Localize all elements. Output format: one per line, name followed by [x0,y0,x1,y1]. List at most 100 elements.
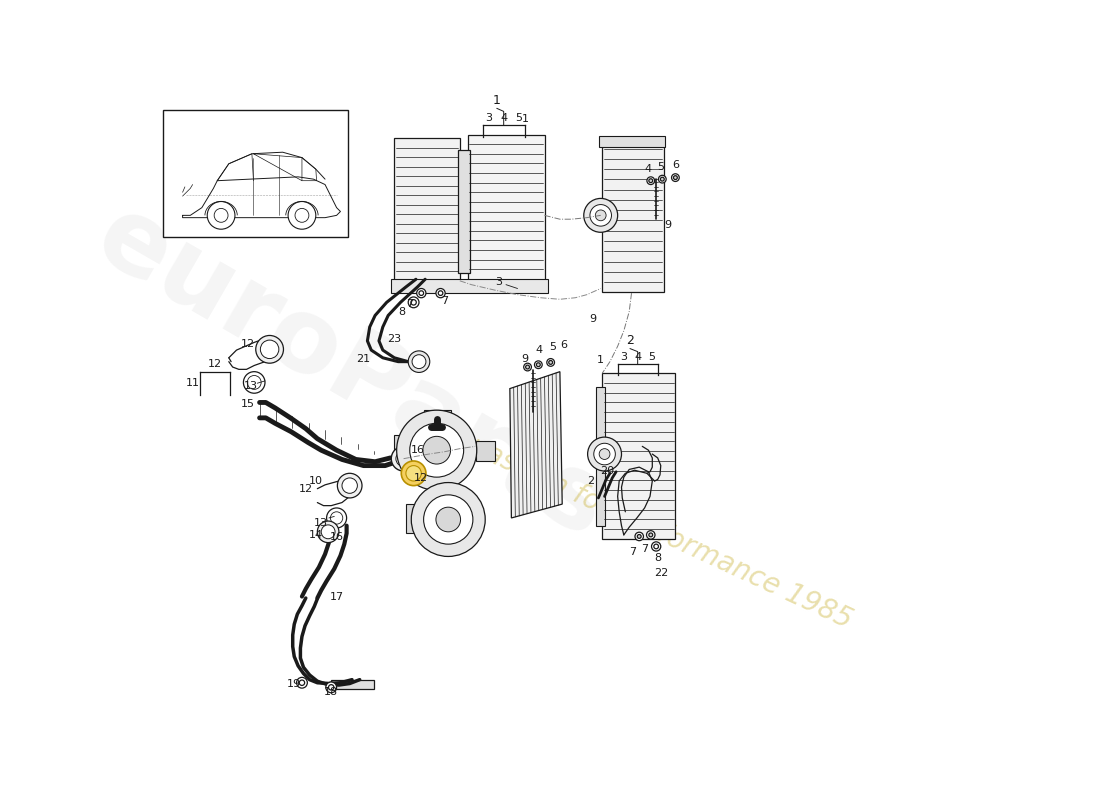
Bar [406,504,428,534]
Text: 2: 2 [587,476,594,486]
Text: 1: 1 [597,355,604,365]
Text: 10: 10 [309,476,322,486]
Circle shape [408,297,419,308]
Circle shape [653,544,659,549]
Circle shape [651,542,661,551]
Circle shape [419,291,424,295]
Circle shape [584,198,618,232]
Text: 6: 6 [560,340,568,350]
Circle shape [243,372,265,394]
Text: 4: 4 [500,113,507,122]
Circle shape [424,495,473,544]
Circle shape [417,289,426,298]
Circle shape [329,685,334,690]
Text: 23: 23 [387,334,402,343]
Text: 20: 20 [600,466,614,476]
Text: 12: 12 [208,359,222,369]
Circle shape [214,209,228,222]
Circle shape [396,451,411,466]
Text: 21: 21 [356,354,371,364]
Circle shape [261,340,279,358]
Circle shape [288,202,316,230]
Text: 4: 4 [634,352,641,362]
Bar [424,410,451,424]
Text: 5: 5 [515,113,521,122]
Circle shape [422,436,451,464]
Text: 9: 9 [521,354,529,364]
Circle shape [438,291,443,295]
Text: 14: 14 [309,530,323,540]
Circle shape [326,682,337,693]
Text: 7: 7 [406,299,414,309]
Circle shape [659,175,667,183]
Bar [395,435,416,466]
Text: 19: 19 [287,679,301,690]
Text: 12: 12 [241,339,255,349]
Text: 8: 8 [398,306,406,317]
Bar [603,373,675,538]
Text: 3: 3 [620,352,627,362]
Text: 11: 11 [186,378,199,388]
Circle shape [295,209,309,222]
Circle shape [590,205,612,226]
Circle shape [635,532,643,541]
Text: 4: 4 [536,345,542,355]
Circle shape [255,335,284,363]
Text: 12: 12 [299,484,312,494]
Text: 22: 22 [653,568,668,578]
Circle shape [342,478,358,494]
Text: 5: 5 [648,352,654,362]
Text: a passion for performance 1985: a passion for performance 1985 [441,420,856,634]
Text: 2: 2 [626,334,634,347]
Circle shape [436,289,446,298]
Circle shape [535,361,542,369]
Circle shape [397,410,476,490]
Bar [468,134,544,289]
Text: 3: 3 [495,278,502,287]
Text: 17: 17 [330,591,343,602]
Bar [163,110,348,237]
Circle shape [647,530,654,539]
Circle shape [207,202,235,230]
Text: 1: 1 [521,114,529,124]
Circle shape [299,680,305,686]
Text: 7: 7 [629,547,637,557]
Text: 13: 13 [243,381,257,390]
Text: 12: 12 [414,473,428,483]
Circle shape [392,446,416,471]
Text: 16: 16 [410,445,425,455]
Text: 6: 6 [673,160,680,170]
Polygon shape [510,372,562,518]
Text: 5: 5 [549,342,556,352]
Bar [476,441,495,461]
Circle shape [537,363,540,366]
Text: 7: 7 [641,544,648,554]
Circle shape [248,375,261,390]
Text: 5: 5 [658,162,664,172]
Circle shape [526,365,529,369]
Bar [596,387,605,526]
Circle shape [660,178,664,181]
Circle shape [673,176,678,179]
Circle shape [647,177,654,185]
Circle shape [649,178,652,182]
Bar [390,279,548,293]
Bar [395,138,460,281]
Bar [603,138,664,292]
Text: 8: 8 [654,553,661,563]
Circle shape [297,678,307,688]
Circle shape [524,363,531,371]
Circle shape [547,358,554,366]
Circle shape [330,512,343,524]
Circle shape [327,508,346,528]
Circle shape [402,461,426,486]
Text: euroParts: euroParts [78,186,626,561]
Circle shape [600,449,609,459]
Bar [459,150,470,273]
Circle shape [338,474,362,498]
Circle shape [587,437,621,471]
Circle shape [649,533,652,537]
Bar [331,680,374,689]
Text: 1: 1 [493,94,500,107]
Text: 9: 9 [590,314,596,324]
